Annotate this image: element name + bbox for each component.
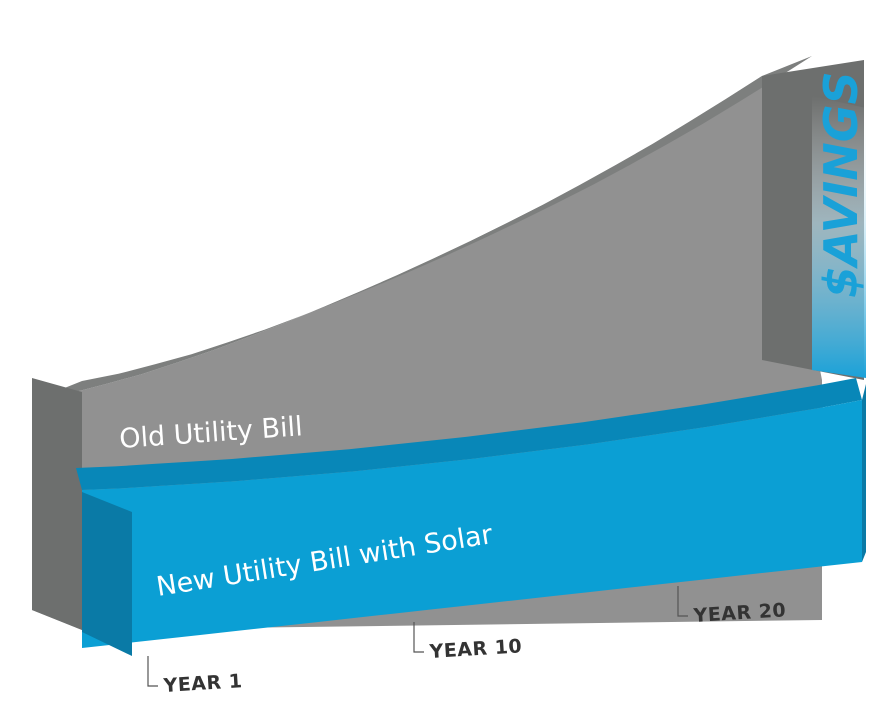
solar-bill-front-face (82, 400, 862, 648)
solar-bill-top-face (76, 378, 862, 490)
solar-bill-left-face (82, 492, 132, 656)
x-tick-mark (677, 586, 688, 617)
old-bill-left-face (32, 378, 82, 630)
x-tick-label: YEAR 1 (162, 670, 243, 697)
x-tick-label: YEAR 10 (428, 635, 523, 663)
x-tick-mark (413, 622, 424, 653)
savings-annotation: $AVINGS (814, 71, 868, 298)
x-tick-mark (147, 656, 158, 687)
savings-gradient (812, 96, 866, 378)
x-tick-label: YEAR 20 (692, 599, 787, 627)
solar-bill-right-face (862, 384, 866, 562)
savings-gap (812, 96, 866, 378)
solar-bill-block (76, 378, 866, 656)
